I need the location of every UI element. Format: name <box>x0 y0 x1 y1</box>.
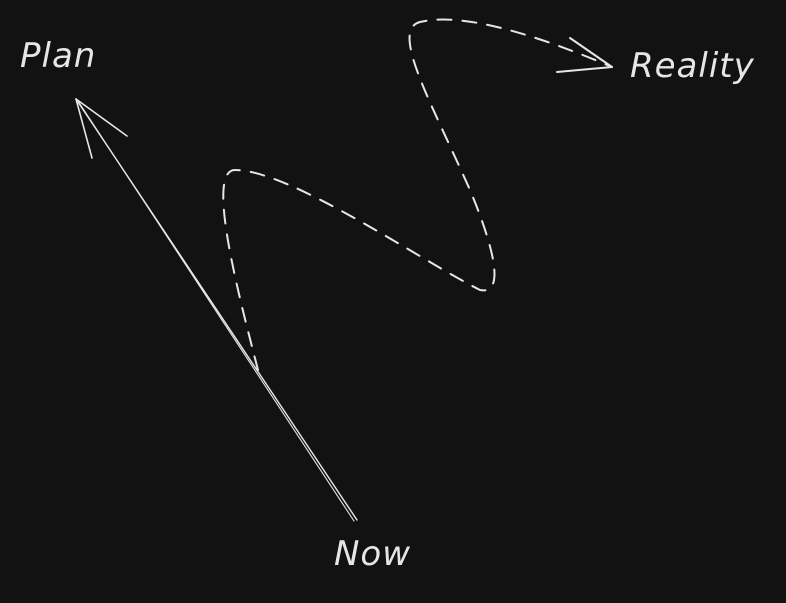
reality-arrow-head-top <box>569 37 613 68</box>
now-label: Now <box>334 534 412 574</box>
plan-arrow-shaft-echo <box>77 100 355 522</box>
reality-label: Reality <box>630 46 755 86</box>
plan-arrow-head-left <box>75 98 93 159</box>
plan-arrow-head-right <box>75 98 128 137</box>
reality-arrow-head-bottom <box>556 66 613 73</box>
plan-arrow <box>75 98 358 522</box>
reality-arrow <box>222 18 613 371</box>
plan-label: Plan <box>20 36 97 76</box>
reality-arrow-path <box>222 18 613 371</box>
